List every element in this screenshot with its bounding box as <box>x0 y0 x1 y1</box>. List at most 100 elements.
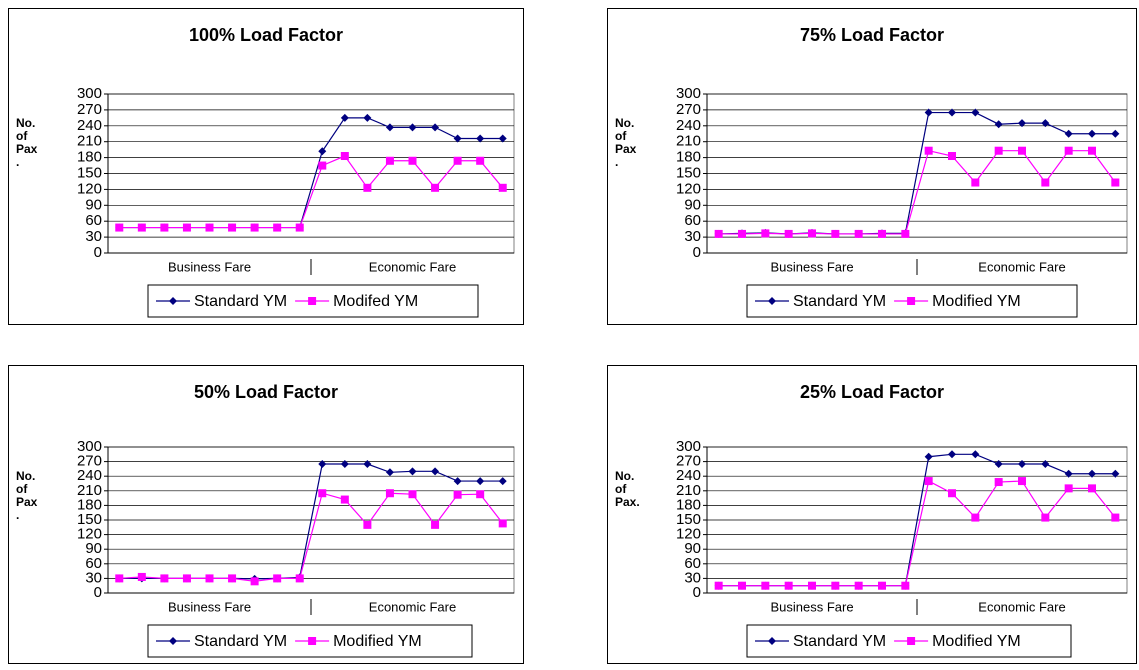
marker <box>408 156 417 165</box>
marker <box>808 581 816 590</box>
y-tick-label: 180 <box>676 149 701 166</box>
marker <box>1041 513 1050 522</box>
marker <box>1111 469 1120 478</box>
marker <box>160 223 169 232</box>
marker <box>431 520 440 529</box>
y-tick-label: 30 <box>684 569 701 586</box>
marker <box>1088 146 1096 155</box>
marker <box>363 113 372 122</box>
marker <box>1111 178 1120 187</box>
marker <box>1064 469 1073 478</box>
marker <box>907 637 916 645</box>
x-group-label: Business Fare <box>770 259 853 274</box>
marker <box>901 581 910 590</box>
y-axis-label: of <box>615 482 627 496</box>
marker <box>761 229 770 238</box>
marker <box>385 123 394 132</box>
marker <box>948 450 956 459</box>
marker <box>901 229 910 238</box>
marker <box>363 183 372 192</box>
y-axis-label: No. <box>16 469 35 483</box>
chart-title: 25% Load Factor <box>800 382 944 402</box>
marker <box>498 134 507 143</box>
marker <box>318 147 327 156</box>
y-axis-label: of <box>16 482 28 496</box>
legend-label: Standard YM <box>793 293 886 310</box>
y-tick-label: 120 <box>676 526 701 543</box>
marker <box>160 574 169 583</box>
marker <box>971 108 980 117</box>
marker <box>476 490 485 499</box>
chart-title: 50% Load Factor <box>194 382 338 402</box>
y-tick-label: 120 <box>676 180 701 197</box>
marker <box>878 581 886 590</box>
marker <box>228 223 237 232</box>
y-tick-label: 150 <box>676 511 701 528</box>
marker <box>948 152 956 161</box>
marker <box>994 478 1003 487</box>
y-tick-label: 90 <box>85 540 102 557</box>
y-axis-label: . <box>16 508 19 522</box>
y-tick-label: 270 <box>77 453 102 470</box>
marker <box>1018 146 1026 155</box>
legend-label: Modified YM <box>932 293 1021 310</box>
y-tick-label: 210 <box>676 482 701 499</box>
marker <box>768 637 776 645</box>
marker <box>1041 178 1050 187</box>
marker <box>854 581 863 590</box>
marker <box>385 156 394 165</box>
marker <box>714 581 723 590</box>
marker <box>115 574 124 583</box>
y-tick-label: 300 <box>676 438 701 455</box>
marker <box>948 489 956 498</box>
y-tick-label: 180 <box>676 496 701 513</box>
marker <box>1064 146 1073 155</box>
marker <box>971 450 980 459</box>
legend-box <box>147 284 479 318</box>
marker <box>924 477 933 486</box>
marker <box>1111 513 1120 522</box>
marker <box>340 152 349 161</box>
marker <box>994 146 1003 155</box>
y-tick-label: 240 <box>676 467 701 484</box>
chart-title: 75% Load Factor <box>800 25 944 45</box>
marker <box>808 229 816 238</box>
y-tick-label: 60 <box>684 212 701 229</box>
y-axis-label: Pax <box>615 142 637 156</box>
marker <box>182 574 191 583</box>
marker <box>408 467 417 476</box>
y-axis-label: No. <box>615 116 634 130</box>
panel-border <box>607 8 1137 325</box>
marker <box>169 637 177 645</box>
y-axis-label: . <box>615 155 618 169</box>
y-tick-label: 240 <box>676 117 701 134</box>
y-tick-label: 120 <box>77 526 102 543</box>
y-tick-label: 60 <box>684 555 701 572</box>
marker <box>738 581 746 590</box>
marker <box>498 477 507 486</box>
marker <box>831 229 840 238</box>
marker <box>340 495 349 504</box>
marker <box>971 513 980 522</box>
marker <box>784 581 793 590</box>
marker <box>498 183 507 192</box>
marker <box>784 229 793 238</box>
marker <box>476 156 485 165</box>
y-axis-label: Pax <box>16 495 38 509</box>
y-tick-label: 210 <box>77 133 102 150</box>
y-axis-label: No. <box>615 469 634 483</box>
y-tick-label: 30 <box>684 228 701 245</box>
marker <box>308 297 317 305</box>
marker <box>971 178 980 187</box>
marker <box>761 581 770 590</box>
y-tick-label: 270 <box>676 453 701 470</box>
panel-border <box>8 365 524 664</box>
y-axis-label: of <box>615 129 627 143</box>
marker <box>273 574 282 583</box>
marker <box>714 229 723 238</box>
marker <box>924 452 933 461</box>
y-tick-label: 210 <box>77 482 102 499</box>
marker <box>878 229 886 238</box>
y-tick-label: 30 <box>85 228 102 245</box>
